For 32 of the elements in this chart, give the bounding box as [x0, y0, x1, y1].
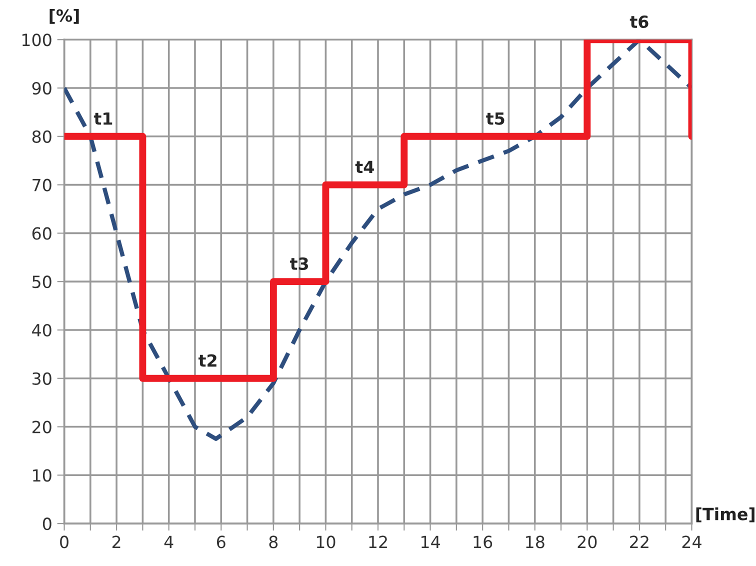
y-axis-title: [%]	[50, 8, 79, 24]
y-tick-label: 0	[42, 518, 52, 530]
x-axis-title: [Time]	[696, 507, 754, 522]
annotation: t5	[486, 112, 504, 125]
annotation: t3	[290, 257, 308, 270]
y-tick-label: 20	[32, 420, 52, 434]
text: t6	[630, 15, 648, 28]
x-tick-label: 2	[112, 536, 120, 548]
annotation: t4	[355, 160, 374, 173]
y-tick-label: 100	[22, 34, 52, 46]
x-tick-label: 14	[422, 536, 440, 548]
y-tick-label: 50	[32, 276, 52, 288]
x-tick-label: 10	[316, 536, 336, 548]
x-tick-label: 12	[369, 536, 387, 548]
x-tick-label: 24	[682, 536, 702, 548]
y-tick-label: 60	[32, 227, 52, 240]
x-tick-label: 16	[474, 536, 492, 548]
annotation: t1	[94, 112, 112, 125]
y-tick-label: 70	[32, 178, 52, 192]
x-tick-label: 4	[164, 536, 174, 548]
x-tick-label: 20	[578, 536, 597, 548]
y-tick-label: 10	[33, 469, 52, 482]
x-tick-label: 6	[216, 536, 226, 548]
x-tick-label: 22	[630, 536, 648, 548]
annotation: t2	[198, 354, 216, 367]
y-tick-label: 30	[32, 372, 52, 385]
y-tick-label: 80	[32, 130, 52, 143]
x-tick-label: 8	[269, 536, 278, 548]
x-tick-label: 0	[60, 536, 68, 548]
y-tick-label: 90	[32, 82, 52, 95]
x-tick-label: 18	[526, 536, 544, 548]
y-tick-label: 40	[32, 324, 52, 337]
